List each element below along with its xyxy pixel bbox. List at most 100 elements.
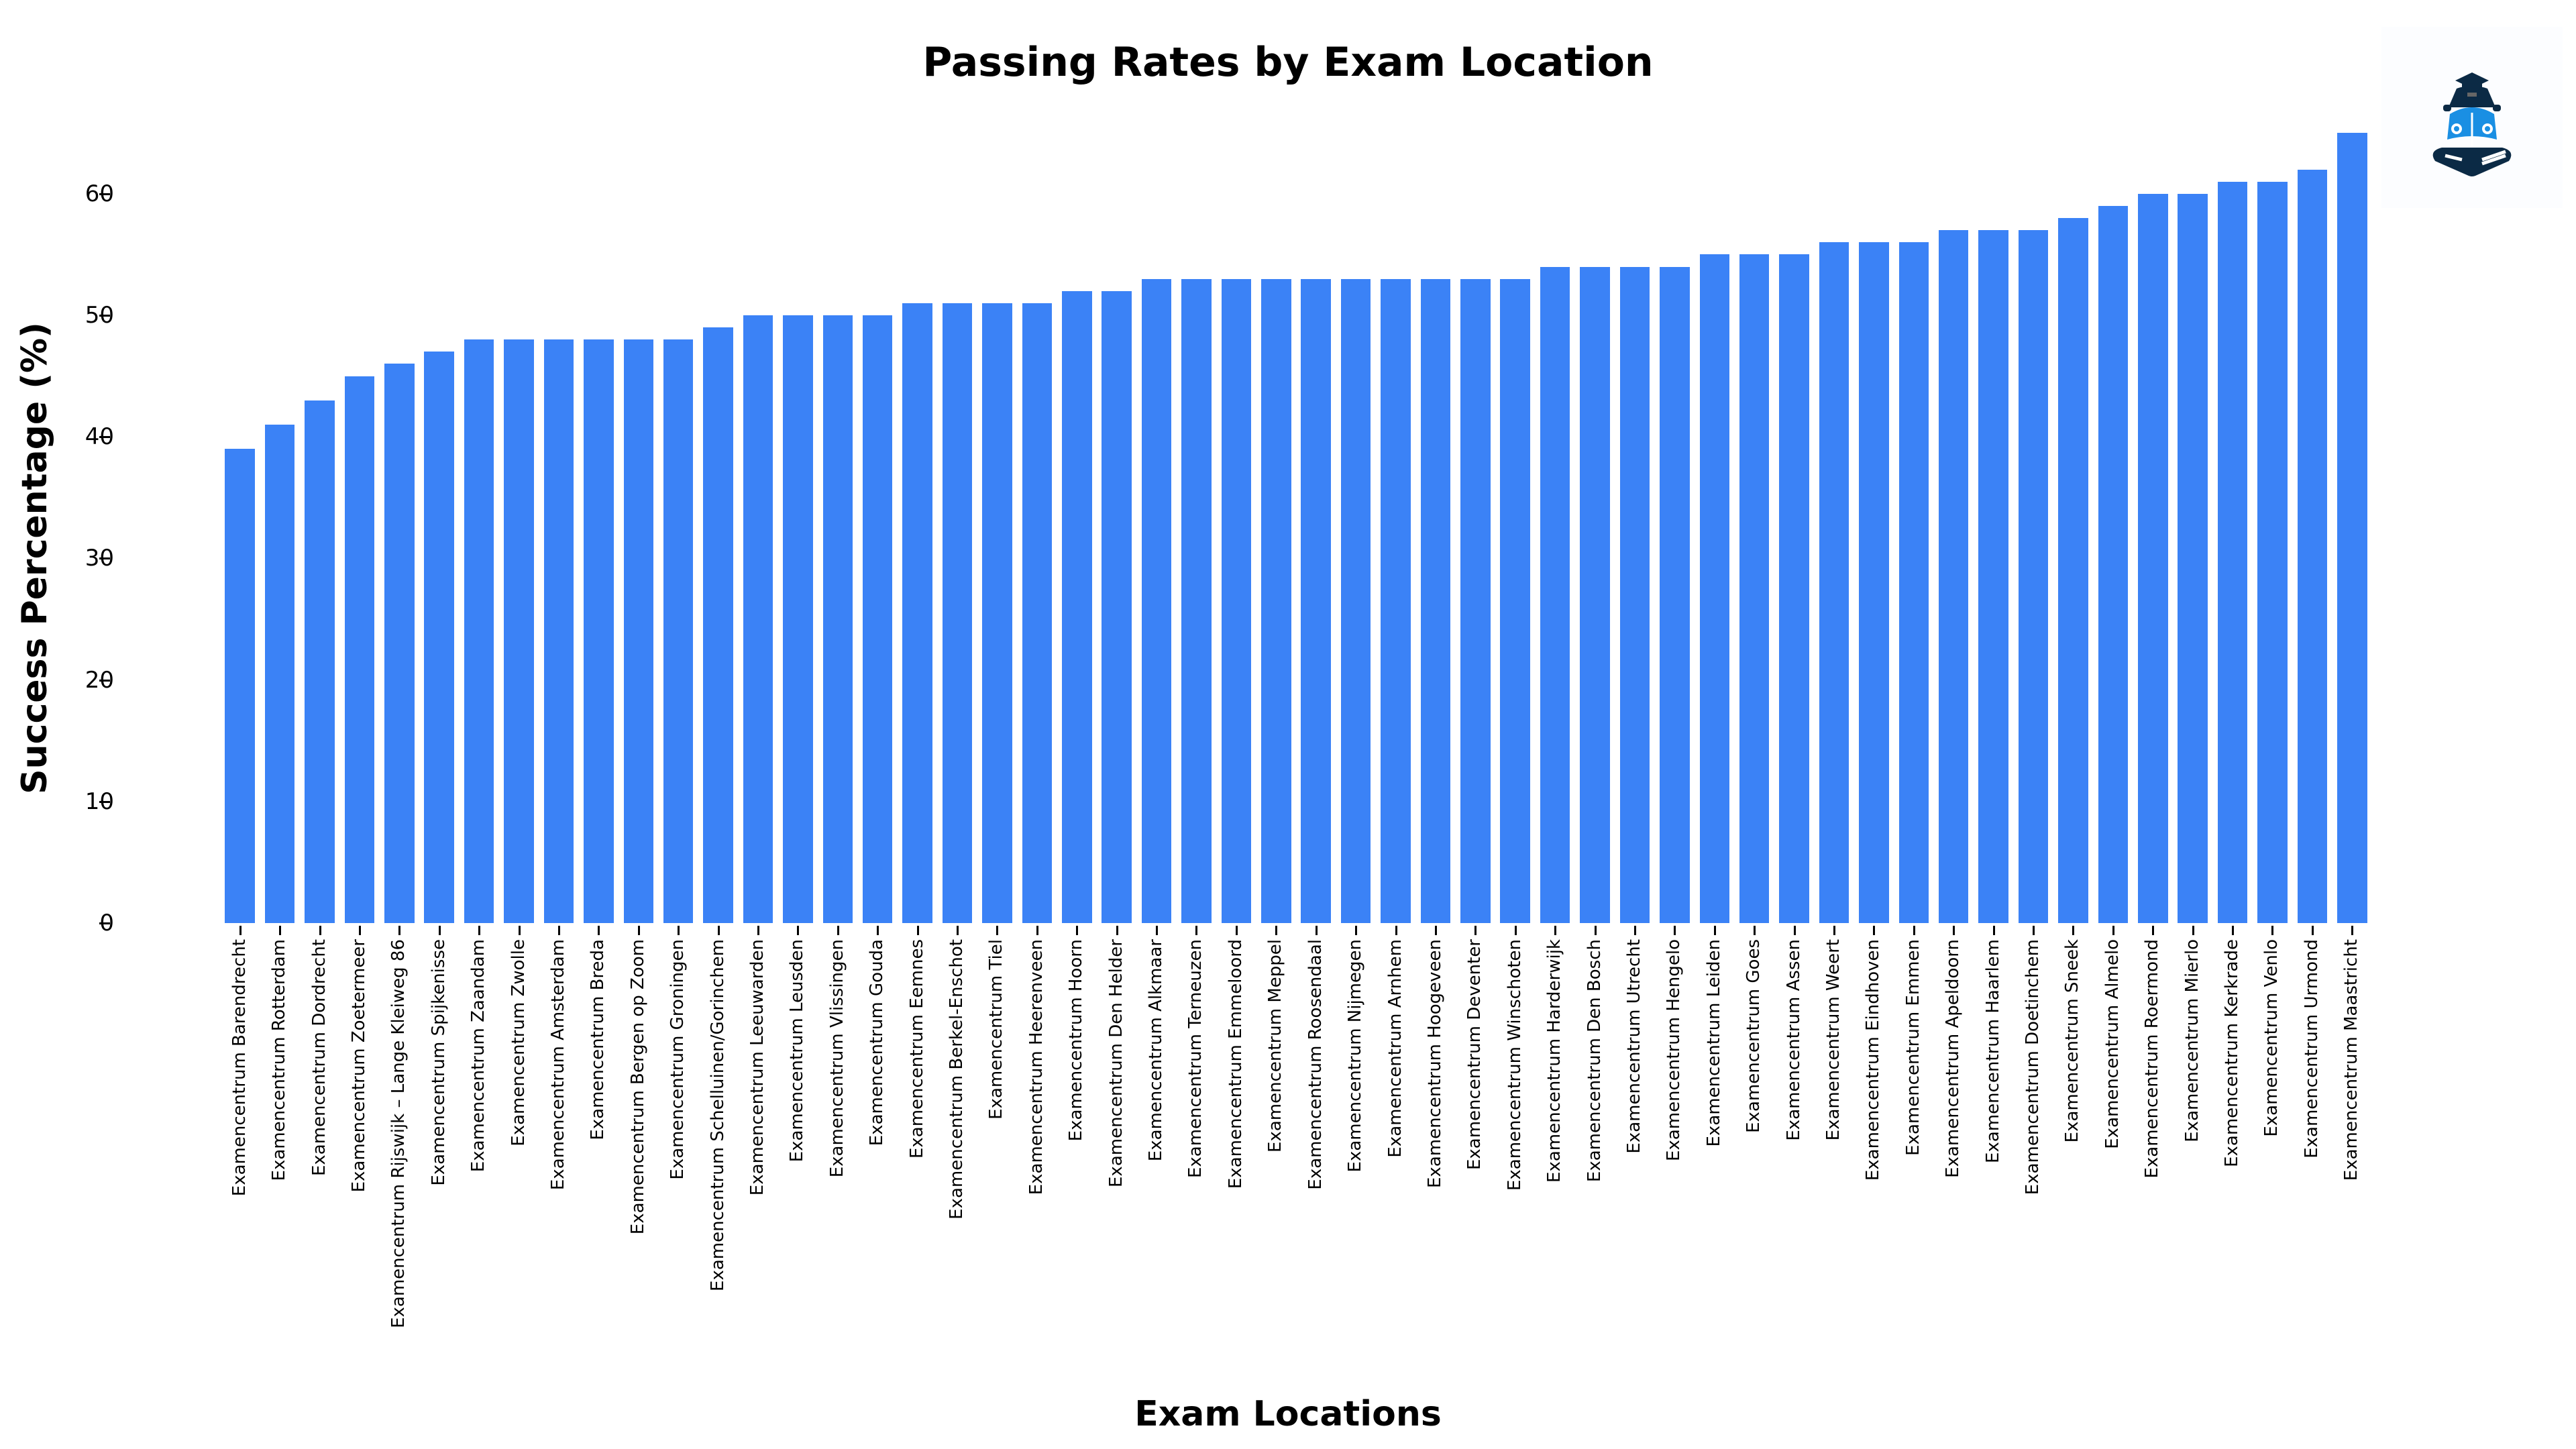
x-tick-mark [1754,926,1756,935]
x-tick-label: Examencentrum Venlo [2261,939,2282,1137]
x-tick-label: Examencentrum Eindhoven [1863,939,1884,1181]
x-tick-label: Examencentrum Hoogeveen [1424,939,1445,1188]
x-tick-mark [1434,926,1437,935]
x-tick-label: Examencentrum Leusden [787,939,808,1163]
plot-area [220,0,2372,923]
bar [384,364,415,923]
bar [1580,266,1610,923]
x-tick-mark [2152,926,2155,935]
bar [1898,242,1929,923]
x-tick-mark [996,926,999,935]
bar [2178,193,2208,923]
bar [2217,181,2248,923]
bar [2297,169,2328,923]
x-tick-mark [877,926,879,935]
x-tick-label: Examencentrum Emmen [1902,939,1923,1156]
x-tick-mark [1474,926,1477,935]
x-tick-mark [837,926,839,935]
x-tick-label: Examencentrum Dordrecht [309,939,329,1177]
y-tick-mark [99,193,110,195]
bar [1061,290,1092,923]
x-tick-label: Examencentrum Haarlem [1982,939,2003,1163]
bar [2018,230,2049,923]
x-tick-mark [2072,926,2075,935]
x-tick-mark [598,926,600,935]
bar [1420,278,1451,923]
x-tick-mark [916,926,919,935]
x-axis-label: Exam Locations [1134,1394,1442,1434]
x-tick-label: Examencentrum Arnhem [1385,939,1405,1158]
x-tick-label: Examencentrum Meppel [1265,939,1286,1152]
x-tick-label: Examencentrum Deventer [1464,939,1485,1171]
x-tick-mark [1873,926,1876,935]
bar [862,315,893,923]
x-tick-mark [239,926,241,935]
x-tick-label: Examencentrum Alkmaar [1146,939,1167,1162]
x-tick-label: Examencentrum Hoorn [1066,939,1087,1142]
x-tick-mark [2311,926,2314,935]
bar [1460,278,1491,923]
x-tick-mark [1953,926,1955,935]
bar [1141,278,1172,923]
bar [743,315,773,923]
x-tick-mark [438,926,441,935]
bar [783,315,813,923]
x-tick-label: Examencentrum Zaandam [468,939,489,1173]
bar [663,339,694,923]
x-tick-label: Examencentrum Almelo [2102,939,2123,1149]
x-tick-label: Examencentrum Urmond [2301,939,2322,1159]
bar [2337,133,2367,923]
x-tick-label: Examencentrum Amsterdam [547,939,568,1191]
bar [584,339,614,923]
y-tick-mark [99,922,110,924]
bar [1859,242,1889,923]
bar [1540,266,1570,923]
bar [225,449,255,923]
bar [2098,205,2129,923]
bar [1739,254,1770,923]
x-tick-mark [1116,926,1118,935]
x-tick-label: Examencentrum Roermond [2142,939,2163,1179]
bar [264,425,295,923]
bar [1779,254,1809,923]
x-tick-label: Examencentrum Barendrecht [229,939,250,1197]
x-tick-label: Examencentrum Spijkenisse [428,939,449,1186]
bar [982,303,1012,923]
bar [822,315,853,923]
bar [424,352,454,923]
x-tick-label: Examencentrum Leiden [1703,939,1724,1147]
x-tick-mark [478,926,481,935]
x-tick-mark [1036,926,1038,935]
bar [1181,278,1212,923]
logo [2381,27,2563,208]
x-tick-label: Examencentrum Kerkrade [2222,939,2243,1167]
x-tick-mark [1554,926,1557,935]
y-axis-label: Success Percentage (%) [15,322,55,794]
x-tick-label: Examencentrum Apeldoorn [1943,939,1964,1178]
bar [464,339,494,923]
x-tick-mark [637,926,640,935]
x-tick-mark [2351,926,2354,935]
x-tick-mark [1633,926,1636,935]
x-tick-mark [557,926,560,935]
bar [1102,290,1132,923]
x-tick-mark [1594,926,1597,935]
y-tick-mark [99,436,110,439]
x-tick-label: Examencentrum Zoetermeer [348,939,369,1193]
bar [1301,278,1331,923]
bar [1819,242,1849,923]
x-tick-mark [2033,926,2035,935]
bar [703,327,733,923]
chart-title: Passing Rates by Exam Location [922,39,1654,86]
x-tick-mark [1713,926,1716,935]
x-tick-mark [319,926,321,935]
x-tick-mark [358,926,361,935]
x-tick-mark [1913,926,1915,935]
bar [504,339,534,923]
bar [1978,230,2008,923]
x-tick-mark [1195,926,1198,935]
x-tick-label: Examencentrum Hengelo [1664,939,1684,1161]
x-tick-label: Examencentrum Den Helder [1106,939,1126,1187]
x-tick-label: Examencentrum Rijswijk – Lange Kleiweg 8… [388,939,409,1328]
x-tick-label: Examencentrum Rotterdam [269,939,290,1181]
